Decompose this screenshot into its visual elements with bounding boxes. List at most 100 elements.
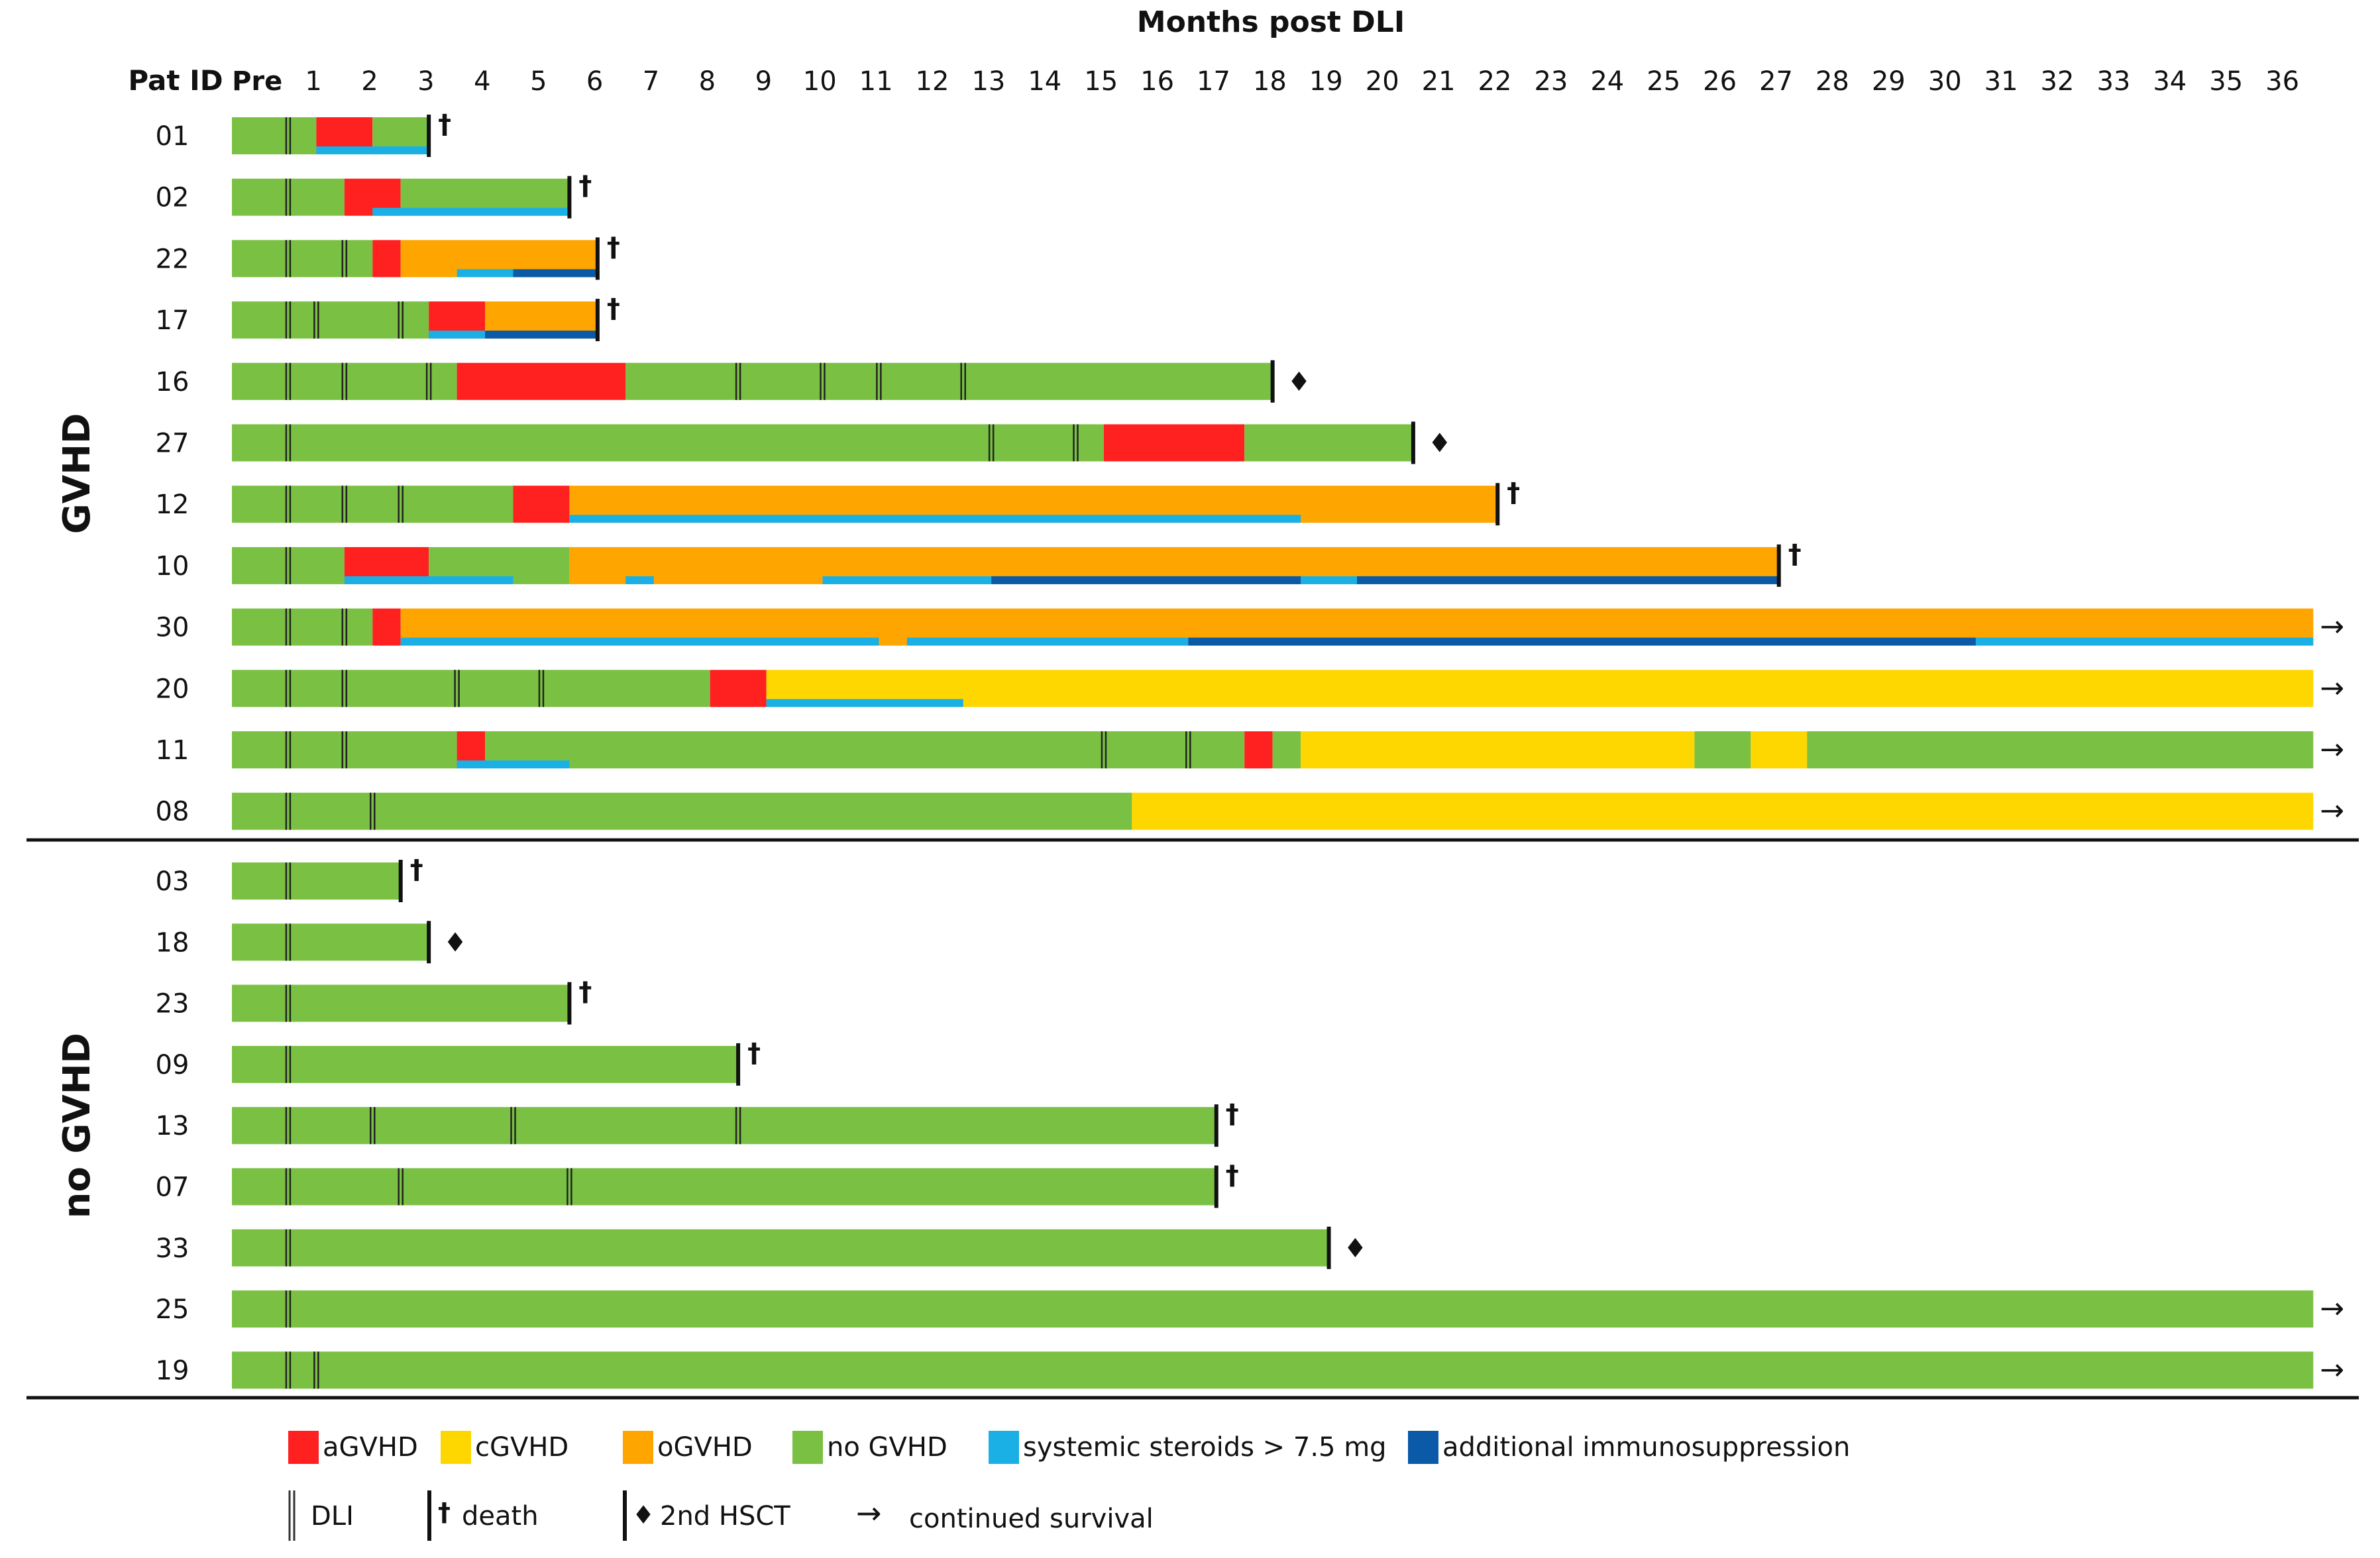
patient-id-label: 23 (156, 989, 189, 1019)
legend-label: continued survival (909, 1504, 1154, 1534)
status-segment-cGVHD (1751, 731, 1808, 768)
death-icon: † (438, 109, 451, 140)
second-hsct-icon: ♦ (443, 927, 467, 958)
patient-row: 30 → (156, 608, 2344, 646)
status-segment-noGVHD (232, 117, 317, 154)
patient-id-label: 11 (156, 735, 189, 766)
patient-id-label: 10 (156, 551, 189, 582)
death-icon: † (747, 1038, 761, 1068)
group-separators (27, 838, 2359, 1400)
x-tick-label: 13 (971, 66, 1005, 97)
patient-id-label: 25 (156, 1294, 189, 1325)
legend-swatch-noGVHD (792, 1431, 823, 1464)
patient-id-label: 22 (156, 244, 189, 274)
row-header-pat-id: Pat ID (128, 64, 223, 97)
end-marker (427, 921, 431, 964)
continued-survival-arrow: → (2320, 610, 2344, 644)
group-labels: GVHD no GVHD (56, 413, 99, 1219)
patient-id-label: 07 (156, 1172, 189, 1203)
legend-swatch-steroids (989, 1431, 1019, 1464)
status-segment-cGVHD (766, 670, 2314, 707)
patient-rows: 01 †02 †22 †17 †16 ♦27 ♦12 †10 †30 →20 →11 →08 →03 †1… (156, 109, 2344, 1389)
legend-end-marker (427, 1490, 431, 1541)
end-marker (1270, 360, 1275, 403)
continued-survival-arrow: → (856, 1495, 882, 1531)
group-label: GVHD (56, 413, 99, 535)
status-segment-noGVHD (232, 1351, 2314, 1389)
legend-swatch-oGVHD (623, 1431, 653, 1464)
continued-survival-arrow: → (2320, 733, 2344, 766)
status-segment-noGVHD (1244, 424, 1413, 462)
steroids-strip (766, 699, 963, 707)
death-icon: † (607, 293, 620, 324)
status-segment-noGVHD (625, 362, 1273, 400)
status-segment-noGVHD (232, 1107, 1217, 1145)
status-segment-noGVHD (1272, 731, 1301, 768)
status-segment-aGVHD (372, 240, 401, 278)
patient-row: 23 † (156, 977, 592, 1025)
steroids-strip (344, 576, 514, 584)
status-segment-noGVHD (485, 731, 1245, 768)
patient-id-label: 33 (156, 1233, 189, 1264)
status-segment-aGVHD (1103, 424, 1245, 462)
patient-row: 18 ♦ (156, 921, 467, 964)
status-segment-aGVHD (1244, 731, 1273, 768)
death-icon: † (1507, 478, 1520, 508)
x-tick-label: Pre (232, 66, 282, 97)
x-tick-label: 29 (1872, 66, 1906, 97)
x-tick-label: 31 (1984, 66, 2018, 97)
status-segment-cGVHD (1132, 792, 2314, 830)
legend-label: additional immunosuppression (1442, 1432, 1850, 1463)
patient-id-label: 30 (156, 613, 189, 643)
end-marker (595, 299, 600, 342)
status-segment-noGVHD (232, 1045, 739, 1083)
patient-id-label: 19 (156, 1355, 189, 1386)
x-tick-label: 2 (361, 66, 378, 97)
patient-id-label: 17 (156, 305, 189, 336)
status-segment-noGVHD (232, 923, 429, 961)
x-tick-label: 34 (2153, 66, 2187, 97)
legend-label: no GVHD (827, 1432, 947, 1463)
status-segment-cGVHD (1301, 731, 1695, 768)
status-segment-noGVHD (232, 301, 429, 339)
patient-row: 22 † (156, 232, 620, 280)
x-tick-label: 17 (1197, 66, 1230, 97)
end-marker (1214, 1104, 1218, 1147)
immunosuppression-strip (1188, 637, 1976, 646)
patient-row: 03 † (156, 855, 423, 902)
legend-label: cGVHD (475, 1432, 568, 1463)
patient-row: 09 † (156, 1038, 761, 1086)
status-segment-noGVHD (232, 731, 457, 768)
end-marker (427, 115, 431, 157)
patient-id-label: 09 (156, 1050, 189, 1080)
end-marker (1495, 483, 1500, 526)
x-tick-label: 10 (803, 66, 837, 97)
end-marker (1411, 421, 1415, 464)
status-segment-noGVHD (232, 546, 345, 584)
patient-row: 12 † (156, 478, 1520, 526)
death-icon: † (578, 171, 592, 201)
patient-row: 17 † (156, 293, 620, 342)
status-segment-noGVHD (1694, 731, 1751, 768)
x-tick-label: 1 (305, 66, 321, 97)
patient-row: 19 → (156, 1351, 2344, 1389)
status-segment-noGVHD (232, 424, 1104, 462)
status-segment-aGVHD (457, 362, 626, 400)
status-segment-aGVHD (513, 486, 570, 523)
status-segment-noGVHD (232, 1290, 2314, 1328)
patient-row: 11 → (156, 731, 2344, 768)
patient-id-label: 12 (156, 490, 189, 520)
steroids-strip (625, 576, 654, 584)
patient-row: 02 † (156, 171, 592, 219)
x-tick-label: 19 (1309, 66, 1343, 97)
patient-id-label: 20 (156, 674, 189, 704)
legend-swatch-immuno (1408, 1431, 1438, 1464)
status-segment-noGVHD (232, 670, 710, 707)
chart-title: Months post DLI (1137, 5, 1405, 39)
legend-label: DLI (311, 1501, 354, 1532)
patient-id-label: 01 (156, 121, 189, 152)
patient-id-label: 16 (156, 367, 189, 397)
end-marker (398, 860, 403, 902)
legend-label: aGVHD (323, 1432, 418, 1463)
